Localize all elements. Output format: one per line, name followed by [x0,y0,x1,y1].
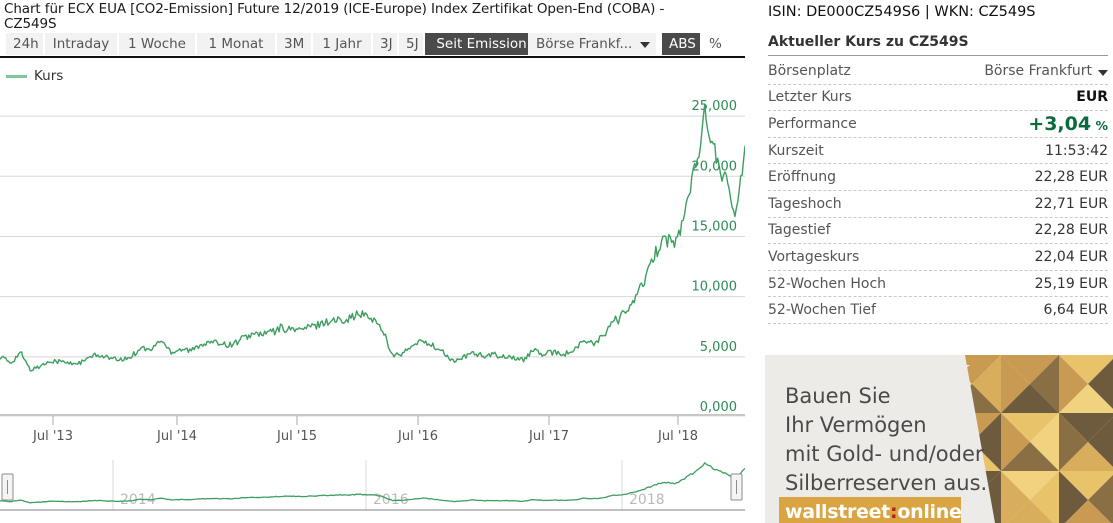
ad-logo-part1: wallstreet [785,501,891,523]
quote-table: Börsenplatz Börse Frankfurt Letzter Kurs EU… [768,58,1108,324]
x-axis-tick-label: Jul '13 [32,429,73,444]
legend-swatch-kurs [6,74,27,78]
quote-row: Tagestief 22,28 EUR [768,218,1108,245]
timerange-button-1-monat[interactable]: 1 Monat [197,33,275,55]
chart-navigator[interactable]: 2014 2016 2018 [0,452,746,523]
chevron-down-icon [640,42,650,48]
quote-row-value: EUR [1076,89,1108,106]
ad-logo-dot: : [890,501,898,523]
chart-x-axis: Jul '13 Jul '14 Jul '15 Jul '16 Jul '17 Jul '… [0,412,745,454]
navigator-year-label: 2018 [629,492,665,508]
timerange-button-intraday[interactable]: Intraday [45,33,117,55]
isin-wkn-line: ISIN: DE000CZ549S6 | WKN: CZ549S [768,4,1036,20]
x-axis-tick-label: Jul '16 [397,429,438,444]
navigator-price-line [0,462,746,504]
x-axis-tick-label: Jul '14 [156,429,197,444]
quote-row-value: 22,04 EUR [1034,248,1108,265]
quote-row-label: Performance [768,115,857,132]
y-axis-tick-label: 0,000 [700,400,737,415]
percent-unit: % [1091,117,1108,133]
chart-module: Chart für ECX EUA [CO2-Emission] Future … [0,1,746,523]
price-line-kurs [0,103,745,372]
quote-row: Tageshoch 22,71 EUR [768,191,1108,218]
quote-row: Eröffnung 22,28 EUR [768,164,1108,191]
timerange-button-24h[interactable]: 24h [6,33,43,55]
quote-row-label: Tagestief [768,222,831,239]
toolbar-divider [0,56,745,58]
x-axis-tick-label: Jul '15 [276,429,317,444]
price-chart-plot[interactable]: 0,000 5,000 10,000 15,000 20,000 25,000 [0,92,745,417]
quote-row-value: 25,19 EUR [1034,275,1108,292]
quote-row-value: +3,04 % [1028,112,1108,135]
quote-row-value: 22,28 EUR [1034,169,1108,186]
ad-text-line: Silberreserven aus. [785,471,987,495]
exchange-select[interactable]: Börse Frankf... [528,33,656,55]
timerange-button-3j[interactable]: 3J [373,33,397,55]
navigator-handle-right[interactable] [730,473,743,501]
x-axis-tick-label: Jul '17 [528,429,569,444]
navigator-handle-left[interactable] [1,473,14,501]
quote-row-value: 11:53:42 [1045,142,1108,159]
quote-row-value[interactable]: Börse Frankfurt [984,63,1108,79]
quote-row-label: Eröffnung [768,169,837,186]
quote-row: Vortageskurs 22,04 EUR [768,244,1108,271]
timerange-button-1-jahr[interactable]: 1 Jahr [313,33,371,55]
ad-text-line: Ihr Vermögen [785,413,927,437]
timerange-button-1-woche[interactable]: 1 Woche [119,33,195,55]
quote-row-label: Tageshoch [768,195,842,212]
page-title: Chart für ECX EUA [CO2-Emission] Future … [4,1,665,32]
quote-row-value: 22,71 EUR [1034,195,1108,212]
quote-row-label: Vortageskurs [768,248,860,265]
y-axis-tick-label: 10,000 [692,280,738,295]
quote-row-value: 6,64 EUR [1043,302,1108,319]
quote-row-label: Kurszeit [768,142,824,159]
quote-row[interactable]: Börsenplatz Börse Frankfurt [768,58,1108,85]
timerange-button-3m[interactable]: 3M [277,33,311,55]
y-axis-tick-label: 25,000 [692,99,738,114]
quote-row-label: 52-Wochen Tief [768,302,876,319]
quote-row: 52-Wochen Tief 6,64 EUR [768,297,1108,324]
scale-abs-button[interactable]: ABS [662,33,700,55]
x-axis-tick-label: Jul '18 [657,429,698,444]
legend-label-kurs: Kurs [34,68,64,84]
exchange-select-label: Börse Frankf... [536,36,633,52]
timerange-button-seit-emission[interactable]: Seit Emission [425,33,538,55]
panel-heading: Aktueller Kurs zu CZ549S [768,34,1108,56]
quote-row: Letzter Kurs EUR [768,85,1108,112]
ad-text-line: Bauen Sie [785,384,891,408]
quote-row-label: Börsenplatz [768,62,851,79]
ad-text-line: mit Gold- und/oder [785,442,984,466]
y-axis-tick-label: 20,000 [692,159,738,174]
chevron-down-icon [1098,69,1108,76]
quote-row-label: Letzter Kurs [768,89,852,106]
quote-row: Performance +3,04 % [768,111,1108,138]
y-axis-tick-label: 15,000 [692,219,738,234]
y-axis-tick-label: 5,000 [700,340,737,355]
ad-logo: wallstreet:online [779,497,961,523]
chart-legend: Kurs [6,68,63,84]
quote-row-label: 52-Wochen Hoch [768,275,887,292]
timerange-button-5j[interactable]: 5J [399,33,423,55]
chart-toolbar: 24h Intraday 1 Woche 1 Monat 3M 1 Jahr 3J 5J Sei… [0,33,745,55]
quote-row: Kurszeit 11:53:42 [768,138,1108,165]
quote-row-value: 22,28 EUR [1034,222,1108,239]
ad-logo-part2: online [897,501,961,523]
scale-percent-button[interactable]: % [702,33,726,55]
ad-banner[interactable]: Bauen Sie Ihr Vermögen mit Gold- und/oder S… [765,355,1113,523]
quote-row: 52-Wochen Hoch 25,19 EUR [768,271,1108,298]
